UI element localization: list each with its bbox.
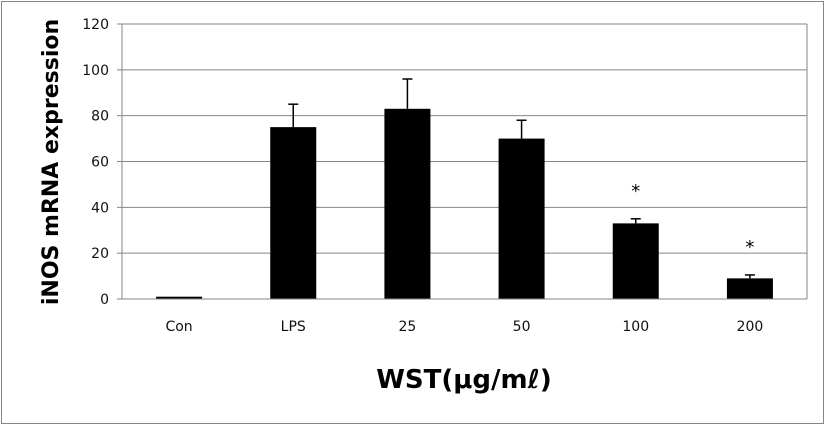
- x-tick-label-100: 100: [622, 319, 649, 335]
- x-tick-label-LPS: LPS: [281, 319, 306, 335]
- y-tick-label: 0: [100, 292, 109, 308]
- y-axis-label: iNOS mRNA expression: [39, 19, 64, 305]
- x-tick-label-50: 50: [513, 319, 531, 335]
- x-tick-label-200: 200: [737, 319, 764, 335]
- y-tick-label: 20: [91, 246, 109, 262]
- significance-marker-100: *: [631, 181, 640, 202]
- significance-markers: **: [631, 181, 754, 258]
- y-tick-label: 120: [82, 17, 109, 33]
- bar-100: [612, 223, 659, 299]
- bar-50: [498, 138, 545, 299]
- x-axis-ticks: Con LPS 25 50 100 200: [122, 298, 807, 335]
- x-tick-label-Con: Con: [165, 319, 192, 335]
- error-bars: [288, 78, 755, 279]
- y-tick-label: 40: [91, 200, 109, 216]
- bar-200: [726, 278, 773, 299]
- x-axis-label: WST(μg/mℓ): [376, 365, 552, 395]
- y-axis-ticks: 0 20 40 60 80 100 120: [82, 17, 122, 308]
- bar-LPS: [270, 127, 317, 299]
- gridlines: [121, 23, 808, 300]
- x-tick-label-25: 25: [399, 319, 417, 335]
- bar-25: [384, 108, 431, 300]
- y-tick-label: 60: [91, 155, 109, 171]
- bar-Con: [156, 296, 203, 299]
- significance-marker-200: *: [745, 237, 754, 258]
- y-tick-label: 100: [82, 63, 109, 79]
- bars: [156, 108, 773, 300]
- y-tick-label: 80: [91, 109, 109, 125]
